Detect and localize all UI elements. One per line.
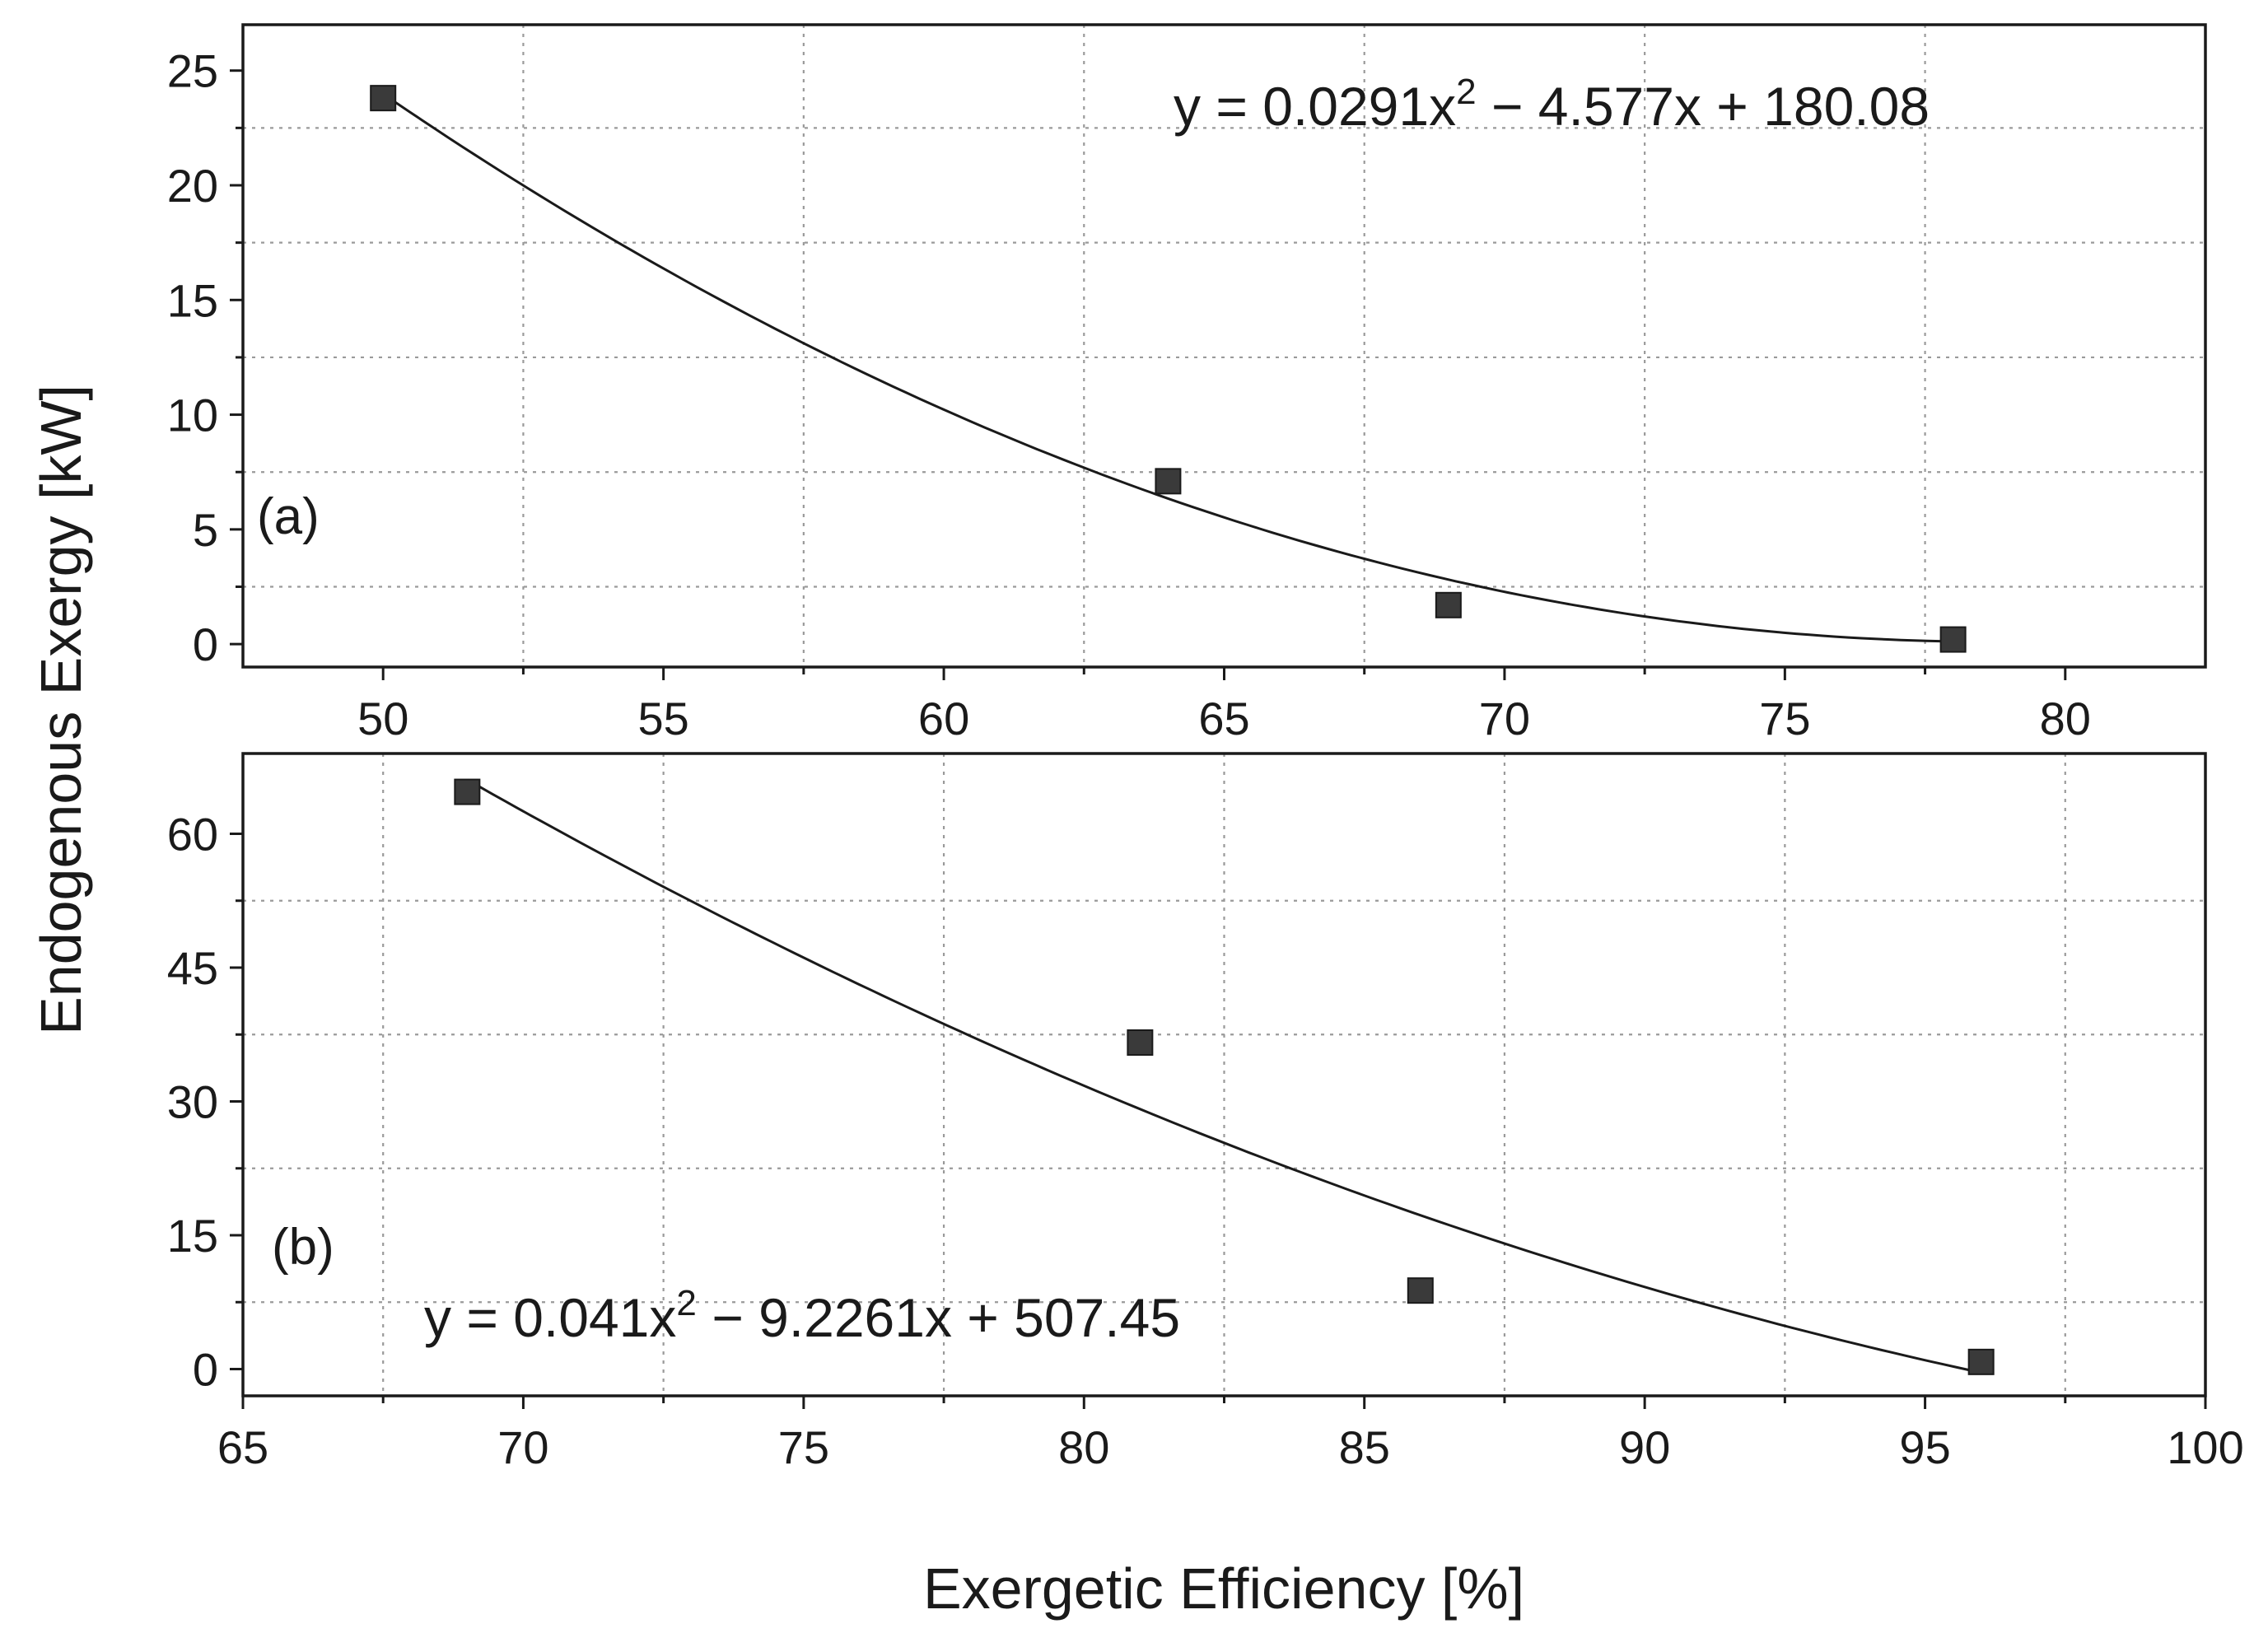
- panel-b-xtick-label: 65: [217, 1421, 268, 1473]
- panel-a-xtick-label: 75: [1759, 693, 1810, 744]
- panel-b-xtick-label: 75: [778, 1421, 829, 1473]
- panel-b-data-point: [1407, 1277, 1434, 1304]
- panel-a-data-point: [1435, 591, 1462, 618]
- panel-b-grid: [243, 754, 2205, 1396]
- panel-b-xtick-label: 80: [1058, 1421, 1109, 1473]
- panel-a-data-point: [1939, 626, 1967, 653]
- panel-a-data-point: [370, 85, 397, 112]
- panel-b-fit-curve: [466, 778, 1982, 1374]
- panel-b-xtick-label: 85: [1339, 1421, 1390, 1473]
- panel-b-data-point: [1127, 1029, 1154, 1056]
- panel-a-ytick-label: 20: [167, 160, 218, 212]
- panel-b-xtick-label: 70: [497, 1421, 548, 1473]
- panel-b-ytick-label: 45: [167, 942, 218, 994]
- panel-b-data-point: [1967, 1348, 1995, 1375]
- panel-a-ytick-label: 25: [167, 45, 218, 97]
- panel-a-equation-exponent: 2: [1456, 72, 1476, 112]
- panel-b-ytick-label: 0: [193, 1344, 218, 1396]
- panel-b-equation-tail: − 9.2261x + 507.45: [697, 1287, 1180, 1348]
- panel-a-markers: [370, 85, 1967, 653]
- panel-a-xtick-label: 80: [2040, 693, 2091, 744]
- panel-b-ytick-label: 60: [167, 809, 218, 861]
- panel-b-ytick-label: 15: [167, 1210, 218, 1262]
- panel-b-ticks: 65 70 75 80 85 90 95 100 0 15 30 45 60: [167, 809, 2244, 1474]
- panel-a-ytick-label: 10: [167, 390, 218, 441]
- panel-a-xtick-label: 65: [1198, 693, 1249, 744]
- panel-a-ytick-label: 5: [193, 504, 218, 556]
- panel-a-equation-tail: − 4.577x + 180.08: [1477, 76, 1930, 137]
- panel-a-ytick-label: 0: [193, 618, 218, 670]
- panel-a-fit-curve: [382, 92, 1953, 643]
- panel-b-markers: [454, 778, 1995, 1375]
- panel-b: 65 70 75 80 85 90 95 100 0 15 30 45 60 (b) y = 0.041…: [167, 752, 2244, 1474]
- panel-b-data-point: [454, 778, 481, 805]
- panel-b-xtick-label: 100: [2167, 1421, 2243, 1473]
- panel-b-equation-exponent: 2: [676, 1283, 696, 1323]
- panel-b-xtick-label: 90: [1619, 1421, 1670, 1473]
- panel-a: 50 55 60 65 70 75 80 0 5 10 15 20 25 (a) y = 0.0291x…: [167, 23, 2207, 744]
- panel-a-ticks: 50 55 60 65 70 75 80 0 5 10 15 20 25: [167, 45, 2091, 744]
- panel-a-xtick-label: 55: [637, 693, 688, 744]
- panel-b-ytick-label: 30: [167, 1076, 218, 1128]
- y-axis-title: Endogenous Exergy [kW]: [29, 385, 93, 1035]
- panel-a-equation-lead: y = 0.0291x: [1174, 76, 1456, 137]
- panel-b-equation-lead: y = 0.041x: [424, 1287, 676, 1348]
- panel-b-equation: y = 0.041x2 − 9.2261x + 507.45: [424, 1283, 1180, 1348]
- panel-a-xtick-label: 50: [357, 693, 408, 744]
- panel-a-xtick-label: 70: [1479, 693, 1530, 744]
- panel-a-data-point: [1155, 468, 1182, 495]
- panel-b-label: (b): [272, 1219, 334, 1276]
- panel-b-xtick-label: 95: [1899, 1421, 1950, 1473]
- x-axis-title: Exergetic Efficiency [%]: [923, 1556, 1524, 1621]
- panel-a-equation: y = 0.0291x2 − 4.577x + 180.08: [1174, 72, 1930, 137]
- panel-a-xtick-label: 60: [918, 693, 969, 744]
- panel-a-ytick-label: 15: [167, 274, 218, 326]
- panel-a-label: (a): [257, 488, 320, 545]
